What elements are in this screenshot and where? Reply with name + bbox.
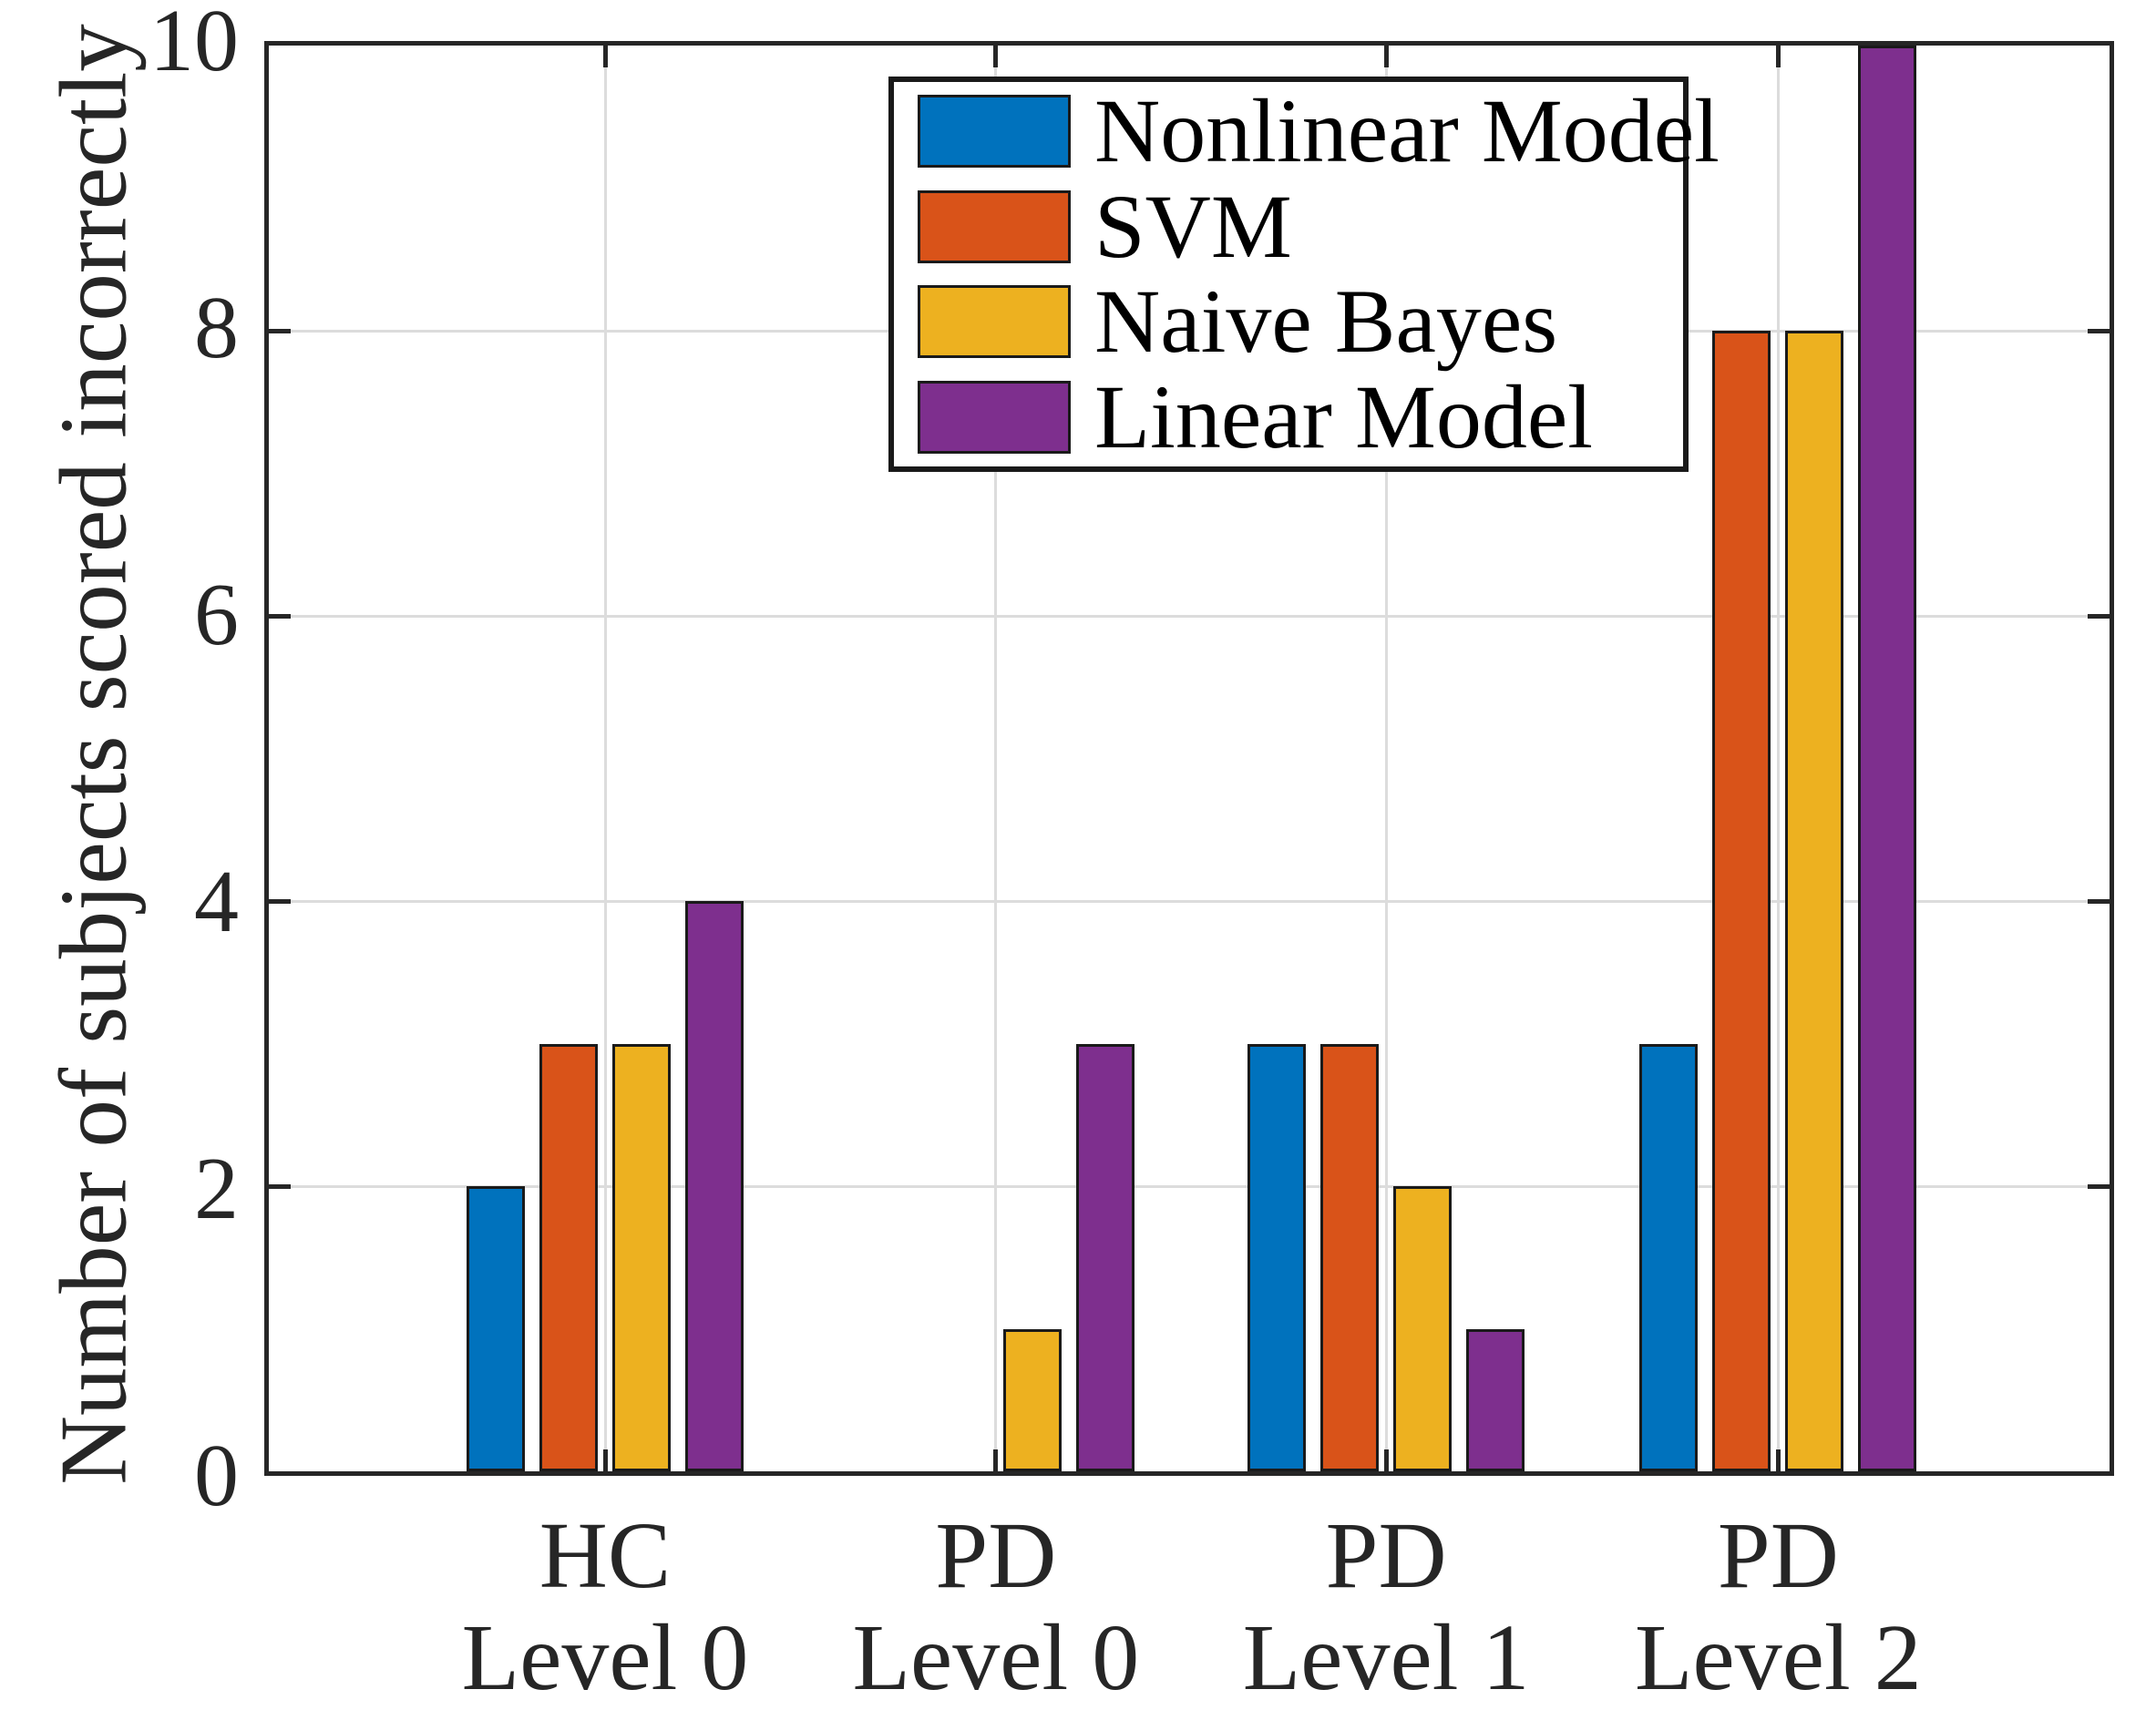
x-tick-top-3	[1383, 46, 1389, 67]
y-tick-label-0: 0	[194, 1427, 239, 1525]
bar-pd-level-2-naive-bayes	[1785, 331, 1844, 1471]
gridline-x-1	[603, 46, 607, 1471]
x-tick-label-line1: PD	[1717, 1503, 1839, 1608]
bar-hc-level-0-nonlinear-model	[467, 1186, 526, 1471]
gridline-x-4	[1776, 46, 1780, 1471]
legend-label-nonlinear-model: Nonlinear Model	[1094, 80, 1720, 182]
legend-swatch-linear-model	[918, 380, 1071, 454]
legend-item-nonlinear-model: Nonlinear Model	[894, 86, 1720, 177]
legend-swatch-naive-bayes	[918, 285, 1071, 359]
plot-area: Nonlinear Model SVM Naive Bayes Linear Mode…	[264, 41, 2114, 1476]
y-tick-label-10: 10	[149, 0, 239, 90]
x-tick-bottom-1	[602, 1449, 608, 1471]
gridline-x-3	[1384, 46, 1388, 1471]
x-tick-label-line2: Level 2	[1635, 1605, 1922, 1710]
gridline-y-6	[269, 614, 2110, 618]
x-tick-label-line1: HC	[539, 1503, 672, 1608]
x-tick-bottom-3	[1383, 1449, 1389, 1471]
legend-item-linear-model: Linear Model	[894, 365, 1683, 467]
x-tick-label-pd-level-1: PD Level 1	[1243, 1505, 1530, 1709]
x-tick-label-pd-level-0: PD Level 0	[853, 1505, 1140, 1709]
y-tick-left-8	[269, 328, 291, 333]
x-tick-top-2	[993, 46, 999, 67]
bar-pd-level-0-naive-bayes	[1002, 1328, 1062, 1471]
x-tick-bottom-4	[1775, 1449, 1781, 1471]
x-tick-top-1	[602, 46, 608, 67]
x-tick-label-line1: PD	[935, 1503, 1057, 1608]
x-tick-label-pd-level-2: PD Level 2	[1635, 1505, 1922, 1709]
legend-item-svm: SVM	[894, 175, 1683, 277]
x-tick-label-hc-level-0: HC Level 0	[462, 1505, 749, 1709]
legend-label-linear-model: Linear Model	[1094, 365, 1594, 467]
legend-swatch-nonlinear-model	[918, 95, 1071, 169]
gridline-y-4	[269, 899, 2110, 903]
y-tick-label-4: 4	[194, 853, 239, 951]
y-axis-title: Number of subjects scored incorrectly	[39, 24, 147, 1485]
legend-item-naive-bayes: Naive Bayes	[894, 276, 1683, 367]
bar-pd-level-1-naive-bayes	[1393, 1186, 1453, 1471]
legend: Nonlinear Model SVM Naive Bayes Linear Mode…	[888, 77, 1720, 472]
bar-pd-level-2-linear-model	[1858, 46, 1917, 1471]
bar-pd-level-2-nonlinear-model	[1639, 1043, 1699, 1471]
x-tick-bottom-2	[993, 1449, 999, 1471]
x-tick-label-line2: Level 1	[1242, 1605, 1530, 1710]
y-tick-label-2: 2	[194, 1140, 239, 1238]
y-tick-left-2	[269, 1183, 291, 1189]
bar-pd-level-0-linear-model	[1075, 1043, 1134, 1471]
bar-pd-level-1-nonlinear-model	[1247, 1043, 1307, 1471]
x-tick-label-line2: Level 0	[852, 1605, 1140, 1710]
legend-label-naive-bayes: Naive Bayes	[1094, 271, 1558, 373]
bar-pd-level-2-svm	[1712, 331, 1771, 1471]
y-tick-left-4	[269, 898, 291, 904]
bar-hc-level-0-naive-bayes	[612, 1043, 672, 1471]
bar-pd-level-1-linear-model	[1466, 1328, 1525, 1471]
legend-swatch-svm	[918, 189, 1071, 263]
y-tick-right-8	[2088, 328, 2110, 333]
y-tick-label-8: 8	[194, 279, 239, 377]
gridline-x-2	[994, 46, 998, 1471]
x-tick-label-line1: PD	[1325, 1503, 1447, 1608]
legend-label-svm: SVM	[1094, 175, 1292, 277]
bar-hc-level-0-linear-model	[685, 901, 744, 1471]
y-tick-right-4	[2088, 898, 2110, 904]
y-tick-right-6	[2088, 613, 2110, 619]
y-tick-label-6: 6	[194, 566, 239, 664]
gridline-y-2	[269, 1184, 2110, 1188]
bar-pd-level-1-svm	[1320, 1043, 1380, 1471]
bar-hc-level-0-svm	[539, 1043, 599, 1471]
x-tick-top-4	[1775, 46, 1781, 67]
y-tick-right-2	[2088, 1183, 2110, 1189]
x-tick-label-line2: Level 0	[461, 1605, 749, 1710]
y-tick-left-6	[269, 613, 291, 619]
